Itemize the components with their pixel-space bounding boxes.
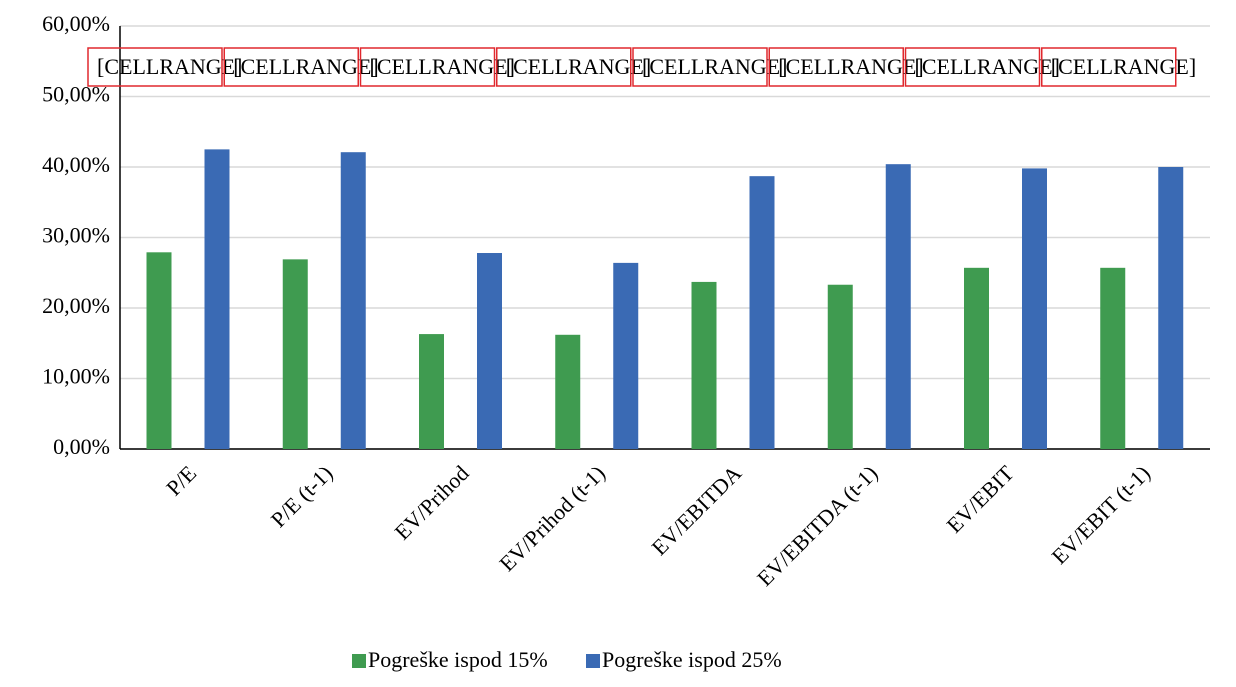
bar [691, 281, 717, 449]
label-box [223, 47, 359, 87]
bar [964, 267, 989, 449]
y-tick-label: 60,00% [42, 11, 110, 36]
y-tick-label: 40,00% [42, 152, 110, 177]
y-tick-label: 0,00% [53, 434, 110, 459]
legend-swatch [352, 654, 366, 668]
data-label: [CELLRANGE] [506, 54, 651, 79]
label-box [496, 47, 632, 87]
data-label: [CELLRANGE] [1051, 54, 1196, 79]
bar [282, 259, 308, 449]
label-box [359, 47, 496, 87]
label-box [904, 47, 1041, 87]
bar [146, 252, 172, 449]
label-box [1041, 47, 1177, 87]
x-tick-label: EV/EBITDA (t-1) [752, 460, 882, 590]
x-tick-label: EV/EBIT (t-1) [1046, 460, 1155, 569]
bar [1158, 167, 1184, 449]
x-tick-label: EV/EBIT [941, 460, 1019, 538]
bar [1022, 168, 1047, 449]
label-box [632, 47, 768, 87]
x-tick-label: P/E (t-1) [266, 460, 338, 532]
bar [477, 253, 502, 449]
y-tick-label: 30,00% [42, 223, 110, 248]
label-box [87, 47, 223, 87]
bar [827, 284, 853, 449]
data-label: [CELLRANGE] [642, 54, 787, 79]
bar [419, 334, 444, 449]
data-label: [CELLRANGE] [97, 54, 242, 79]
x-tick-label: P/E [161, 460, 201, 500]
y-tick-label: 20,00% [42, 293, 110, 318]
legend-swatch [586, 654, 600, 668]
legend-label: Pogreške ispod 25% [602, 647, 782, 672]
legend-label: Pogreške ispod 15% [368, 647, 548, 672]
y-tick-label: 10,00% [42, 364, 110, 389]
bar [885, 164, 911, 449]
bar [555, 334, 581, 449]
bar [340, 152, 366, 449]
label-box [768, 47, 904, 87]
data-label: [CELLRANGE] [370, 54, 515, 79]
bar [204, 149, 230, 449]
x-tick-label: EV/Prihod (t-1) [494, 460, 610, 576]
data-label: [CELLRANGE] [778, 54, 923, 79]
data-label: [CELLRANGE] [915, 54, 1060, 79]
bar [613, 262, 639, 449]
x-tick-label: EV/Prihod [389, 460, 473, 544]
bar [1100, 267, 1126, 449]
bar [749, 176, 775, 450]
data-label: [CELLRANGE] [233, 54, 378, 79]
x-tick-label: EV/EBITDA [646, 460, 746, 560]
